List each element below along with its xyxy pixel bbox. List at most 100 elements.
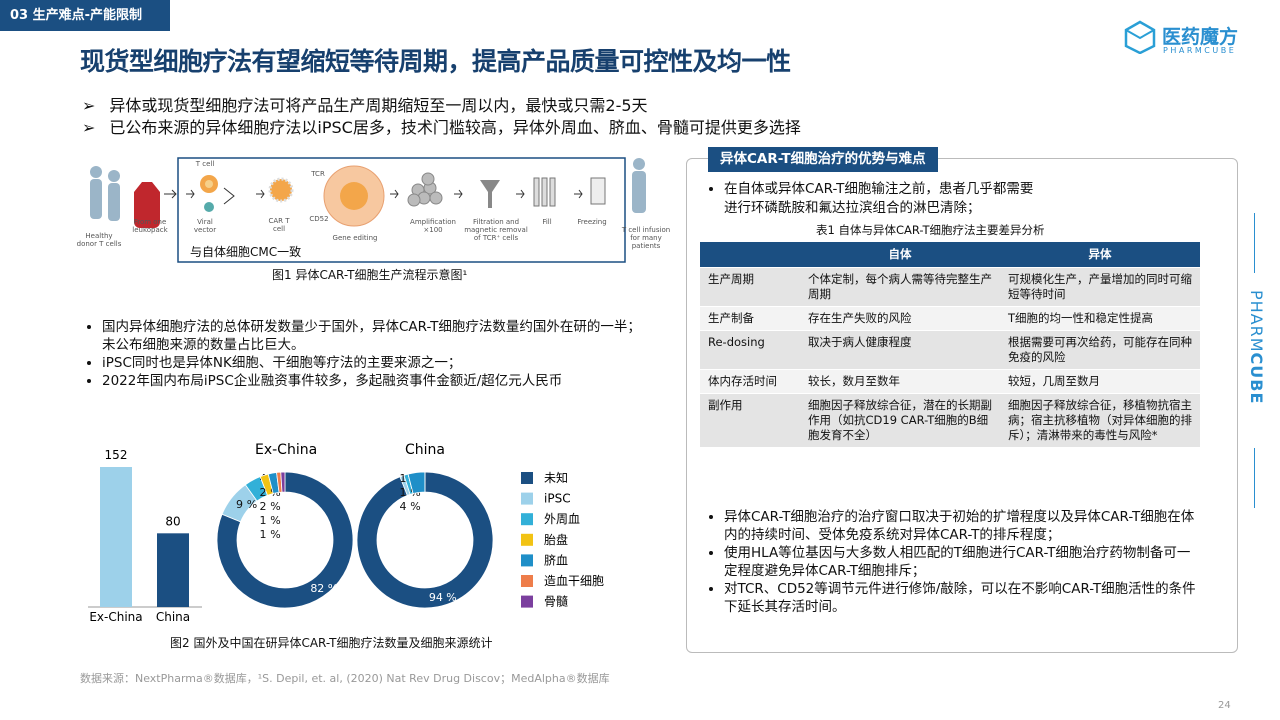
section-tag: 03 生产难点-产能限制: [0, 0, 170, 31]
slice-label-unit: %: [247, 498, 257, 511]
slice-label-unit: %: [410, 486, 420, 499]
table-cell: 存在生产失败的风险: [800, 306, 1000, 331]
figure2-caption: 图2 国外及中国在研异体CAR-T细胞疗法数量及细胞来源统计: [170, 636, 493, 650]
slice-label-unit: %: [270, 486, 280, 499]
logo-icon: [1124, 20, 1156, 54]
slice-label-unit: %: [446, 591, 456, 604]
legend-swatch: [521, 595, 533, 608]
slice-label-unit: %: [270, 500, 280, 513]
table-header-cell: [700, 242, 800, 268]
legend-label: 未知: [544, 471, 568, 485]
slice-label-unit: %: [410, 472, 420, 485]
table-cell: 较短，几周至数月: [1000, 369, 1200, 394]
data-label: 80: [165, 514, 180, 528]
left-bullet: 2022年国内布局iPSC企业融资事件较多，多起融资事件金额近/超亿元人民币: [102, 372, 644, 390]
table-row: 体内存活时间 较长，数月至数年 较短，几周至数月: [700, 369, 1200, 394]
legend-label: iPSC: [544, 492, 571, 506]
data-label: 152: [105, 448, 128, 462]
pie-slice: [267, 472, 280, 494]
legend-swatch: [521, 472, 533, 484]
legend-swatch: [521, 554, 533, 567]
figure1-label: Viral vector: [193, 218, 217, 234]
side-line: [1254, 448, 1255, 508]
figure1-label: Gene editing: [332, 234, 378, 242]
legend-swatch: [521, 575, 533, 587]
x-tick-label: Ex-China: [89, 610, 142, 624]
panel-intro-item: 在自体或异体CAR-T细胞输注之前，患者几乎都需要进行环磷酰胺和氟达拉滨组合的淋…: [724, 180, 1036, 218]
pie-title: China: [405, 442, 445, 458]
slice-label: 4: [260, 472, 267, 485]
pie-slice: [216, 471, 354, 609]
pie-slice: [244, 476, 269, 502]
legend-label: 骨髓: [544, 595, 568, 609]
pie-slice: [407, 471, 426, 494]
table-row: 副作用 细胞因子释放综合征，潜在的长期副作用（如抗CD19 CAR-T细胞的B细胞…: [700, 393, 1200, 448]
page-title: 现货型细胞疗法有望缩短等待周期，提高产品质量可控性及均一性: [80, 47, 791, 76]
slice-label: 2: [260, 486, 267, 499]
panel-header: 异体CAR-T细胞治疗的优势与难点: [708, 147, 938, 172]
table-cell: 根据需要可再次给药，可能存在同种免疫的风险: [1000, 330, 1200, 370]
panel-bullet: 对TCR、CD52等调节元件进行修饰/敲除，可以在不影响CAR-T细胞活性的条件…: [724, 580, 1196, 616]
figure1-note: 与自体细胞CMC一致: [190, 245, 302, 259]
top-bullet: 异体或现货型细胞疗法可将产品生产周期缩短至一周以内，最快或只需2-5天: [82, 92, 647, 116]
figure1-label: CD52: [309, 215, 329, 223]
pie-slice: [399, 474, 411, 496]
panel-bullet: 异体CAR-T细胞治疗的治疗窗口取决于初始的扩增程度以及异体CAR-T细胞在体内…: [724, 508, 1196, 544]
slice-label: 9: [236, 498, 243, 511]
slice-label: 4: [400, 500, 407, 513]
side-brand-bold: CUBE: [1247, 352, 1266, 405]
figure1-diagram: [90, 157, 626, 263]
figure1-label: From one leukopack: [132, 218, 168, 234]
panel-intro: 在自体或异体CAR-T细胞输注之前，患者几乎都需要进行环磷酰胺和氟达拉滨组合的淋…: [706, 180, 1036, 218]
row-label: 体内存活时间: [700, 369, 800, 394]
left-bullet: 国内异体细胞疗法的总体研发数量少于国外，异体CAR-T细胞疗法数量约国外在研的一…: [102, 318, 644, 354]
table-cell: 个体定制，每个病人需等待完整生产周期: [800, 267, 1000, 307]
table-header-cell: 异体: [1000, 242, 1200, 268]
logo-name: 医药魔方: [1162, 26, 1239, 48]
bar: [157, 533, 189, 607]
diff-table: 自体 异体 生产周期 个体定制，每个病人需等待完整生产周期 可规模化生产，产量增加的同…: [700, 242, 1200, 448]
pie-slice: [221, 484, 258, 523]
slice-label: 1: [260, 514, 267, 527]
pie-slice: [280, 471, 286, 493]
table-caption: 表1 自体与异体CAR-T细胞疗法主要差异分析: [816, 223, 1045, 237]
legend-label: 外周血: [544, 512, 580, 526]
figure1-label: Filtration and magnetic removal of TCR⁺ …: [464, 218, 528, 242]
figure1-caption: 图1 异体CAR-T细胞生产流程示意图¹: [272, 268, 468, 282]
legend-swatch: [521, 492, 533, 505]
table-cell: 取决于病人健康程度: [800, 330, 1000, 370]
panel-bullet: 使用HLA等位基因与大多数人相匹配的T细胞进行CAR-T细胞治疗药物制备可一定程…: [724, 544, 1196, 580]
slice-label-unit: %: [410, 500, 420, 513]
row-label: 生产周期: [700, 267, 800, 307]
slice-label: 82: [310, 582, 324, 595]
legend-swatch: [521, 533, 533, 546]
slice-label: 2: [260, 500, 267, 513]
page-number: 24: [1218, 700, 1231, 711]
panel-bullets: 异体CAR-T细胞治疗的治疗窗口取决于初始的扩增程度以及异体CAR-T细胞在体内…: [706, 508, 1196, 616]
legend-swatch: [521, 513, 533, 526]
slice-label-unit: %: [328, 582, 338, 595]
pie-slice: [259, 473, 274, 496]
legend-label: 脐血: [544, 552, 568, 567]
slice-label: 1: [400, 486, 407, 499]
bar: [100, 467, 132, 607]
top-bullet: 已公布来源的异体细胞疗法以iPSC居多，技术门槛较高，异体外周血、脐血、骨髓可提…: [82, 114, 800, 138]
figure1-label: T cell: [195, 160, 215, 168]
pie-slice: [403, 473, 414, 495]
row-label: 副作用: [700, 393, 800, 448]
row-label: 生产制备: [700, 306, 800, 331]
pie-slice: [356, 471, 494, 609]
table-header-row: 自体 异体: [700, 242, 1200, 268]
table-row: 生产制备 存在生产失败的风险 T细胞的均一性和稳定性提高: [700, 306, 1200, 331]
slice-label-unit: %: [270, 514, 280, 527]
patient-shape: [632, 158, 646, 213]
slice-label: 1: [400, 472, 407, 485]
table-cell: 较长，数月至数年: [800, 369, 1000, 394]
table-row: 生产周期 个体定制，每个病人需等待完整生产周期 可规模化生产，产量增加的同时可缩短等…: [700, 267, 1200, 307]
pie-title: Ex-China: [255, 442, 317, 458]
figure1-label: Healthy donor T cells: [76, 232, 122, 248]
table-cell: 细胞因子释放综合征，潜在的长期副作用（如抗CD19 CAR-T细胞的B细胞发育不…: [800, 393, 1000, 448]
side-line: [1254, 213, 1255, 273]
panel-box: [686, 158, 1238, 653]
legend-label: 胎盘: [544, 532, 568, 547]
